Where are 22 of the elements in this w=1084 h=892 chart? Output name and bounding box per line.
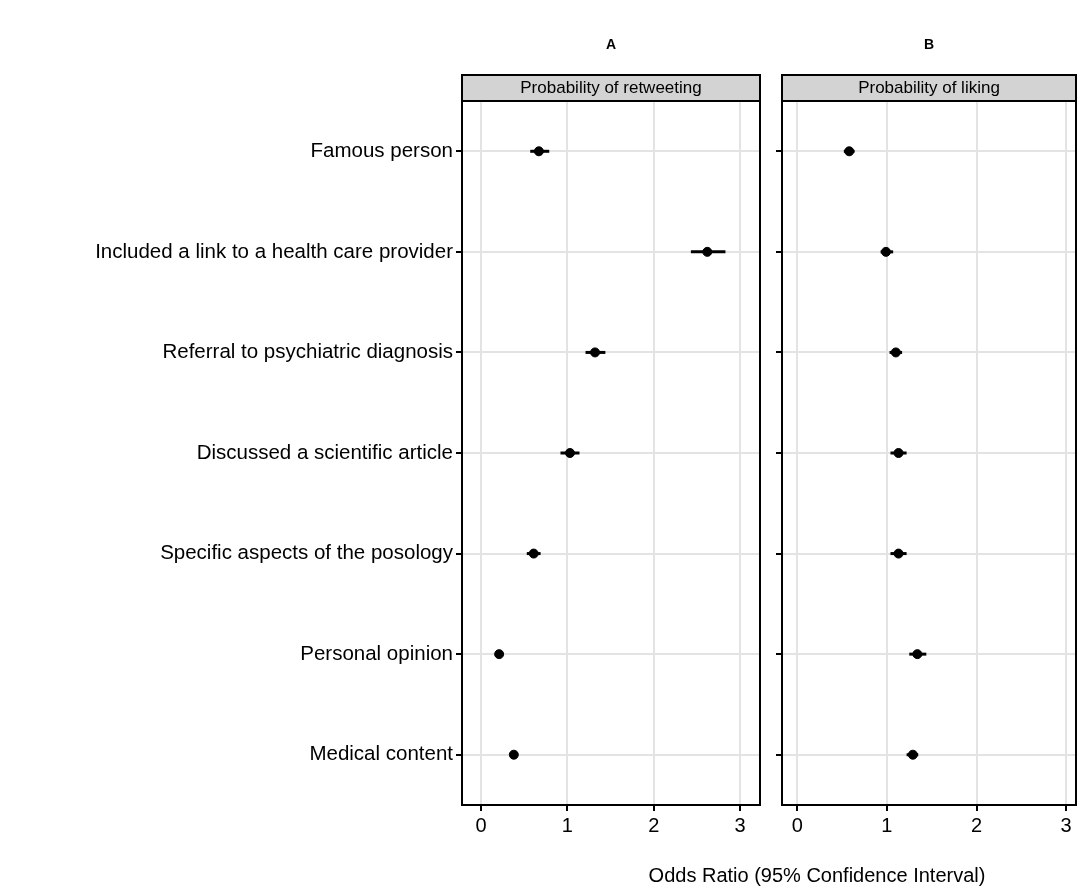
x-tick-label: 2: [970, 813, 983, 836]
x-tick-label: 2: [648, 813, 660, 836]
chart-subtitle: Probability of liking: [858, 77, 1000, 97]
chart-title: B: [923, 35, 935, 52]
y-tick-label: Included a link to a health care provider: [95, 238, 454, 262]
point: [494, 649, 505, 660]
point: [508, 749, 519, 760]
x-tick-label: 0: [791, 813, 803, 836]
chart-title: A: [605, 35, 617, 52]
x-tick-label: 3: [1060, 813, 1072, 836]
x-tick-label: 1: [561, 813, 573, 836]
y-tick-label: Famous person: [310, 137, 453, 161]
chart-subtitle: Probability of retweeting: [520, 77, 702, 97]
x-axis-title: Odds Ratio (95% Confidence Interval): [647, 864, 987, 887]
x-tick-label: 1: [881, 813, 893, 836]
y-tick-label: Personal opinion: [300, 640, 453, 664]
y-tick-label: Discussed a scientific article: [196, 439, 453, 463]
y-tick-label: Referral to psychiatric diagnosis: [162, 339, 453, 363]
x-tick-label: 0: [475, 813, 487, 836]
y-tick-label: Specific aspects of the posology: [160, 540, 454, 564]
y-tick-label: Medical content: [309, 741, 454, 765]
x-tick-label: 3: [734, 813, 746, 836]
